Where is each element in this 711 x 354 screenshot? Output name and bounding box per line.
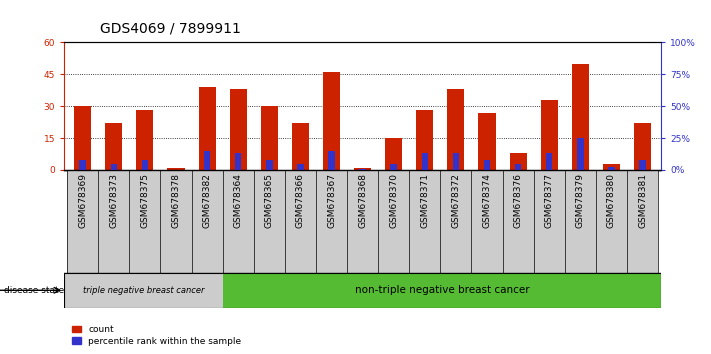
Text: GSM678374: GSM678374	[483, 173, 491, 228]
Text: GSM678380: GSM678380	[607, 173, 616, 228]
Text: GSM678369: GSM678369	[78, 173, 87, 228]
Text: non-triple negative breast cancer: non-triple negative breast cancer	[355, 285, 529, 295]
Bar	[565, 170, 596, 273]
Text: GSM678377: GSM678377	[545, 173, 554, 228]
Bar	[223, 170, 254, 273]
Bar	[141, 160, 148, 170]
Bar	[316, 170, 347, 273]
Legend: count, percentile rank within the sample: count, percentile rank within the sample	[68, 321, 245, 349]
Text: GSM678370: GSM678370	[389, 173, 398, 228]
Bar	[471, 170, 503, 273]
Bar	[347, 170, 378, 273]
Bar	[359, 169, 366, 170]
Bar	[64, 273, 223, 308]
Bar	[98, 170, 129, 273]
Bar	[285, 170, 316, 273]
Bar	[74, 106, 91, 170]
Bar	[510, 153, 527, 170]
Text: GSM678368: GSM678368	[358, 173, 367, 228]
Bar	[230, 89, 247, 170]
Bar	[191, 170, 223, 273]
Text: GSM678378: GSM678378	[171, 173, 181, 228]
Bar	[440, 170, 471, 273]
Bar	[297, 164, 304, 170]
Bar	[479, 113, 496, 170]
Bar	[540, 100, 558, 170]
Bar	[378, 170, 410, 273]
Text: GSM678373: GSM678373	[109, 173, 118, 228]
Bar	[261, 106, 278, 170]
Bar	[627, 170, 658, 273]
Text: GSM678372: GSM678372	[451, 173, 461, 228]
Text: GSM678366: GSM678366	[296, 173, 305, 228]
Text: GSM678379: GSM678379	[576, 173, 585, 228]
Bar	[453, 153, 459, 170]
Bar	[596, 170, 627, 273]
Bar	[385, 138, 402, 170]
Text: GSM678364: GSM678364	[234, 173, 242, 228]
Bar	[603, 164, 620, 170]
Bar	[634, 123, 651, 170]
Bar	[167, 168, 185, 170]
Bar	[323, 72, 340, 170]
Text: GDS4069 / 7899911: GDS4069 / 7899911	[100, 21, 240, 35]
Bar	[129, 170, 161, 273]
Text: GSM678365: GSM678365	[264, 173, 274, 228]
Bar	[546, 153, 552, 170]
Text: GSM678382: GSM678382	[203, 173, 212, 228]
Bar	[266, 160, 272, 170]
Bar	[328, 151, 335, 170]
Bar	[292, 123, 309, 170]
Bar	[410, 170, 440, 273]
Bar	[534, 170, 565, 273]
Text: GSM678367: GSM678367	[327, 173, 336, 228]
Bar	[483, 160, 491, 170]
Bar	[105, 123, 122, 170]
Bar	[204, 151, 210, 170]
Bar	[390, 164, 397, 170]
Bar	[161, 170, 191, 273]
Bar	[223, 273, 661, 308]
Bar	[503, 170, 534, 273]
Bar	[235, 153, 242, 170]
Text: GSM678375: GSM678375	[140, 173, 149, 228]
Text: disease state: disease state	[4, 286, 64, 295]
Bar	[80, 160, 86, 170]
Bar	[254, 170, 285, 273]
Bar	[608, 167, 615, 170]
Bar	[110, 164, 117, 170]
Bar	[198, 87, 215, 170]
Text: GSM678376: GSM678376	[513, 173, 523, 228]
Bar	[515, 164, 521, 170]
Text: GSM678371: GSM678371	[420, 173, 429, 228]
Bar	[639, 160, 646, 170]
Bar	[447, 89, 464, 170]
Bar	[354, 168, 371, 170]
Bar	[577, 138, 584, 170]
Bar	[572, 64, 589, 170]
Bar	[67, 170, 98, 273]
Text: triple negative breast cancer: triple negative breast cancer	[82, 286, 204, 295]
Text: GSM678381: GSM678381	[638, 173, 647, 228]
Bar	[422, 153, 428, 170]
Bar	[137, 110, 154, 170]
Bar	[416, 110, 434, 170]
